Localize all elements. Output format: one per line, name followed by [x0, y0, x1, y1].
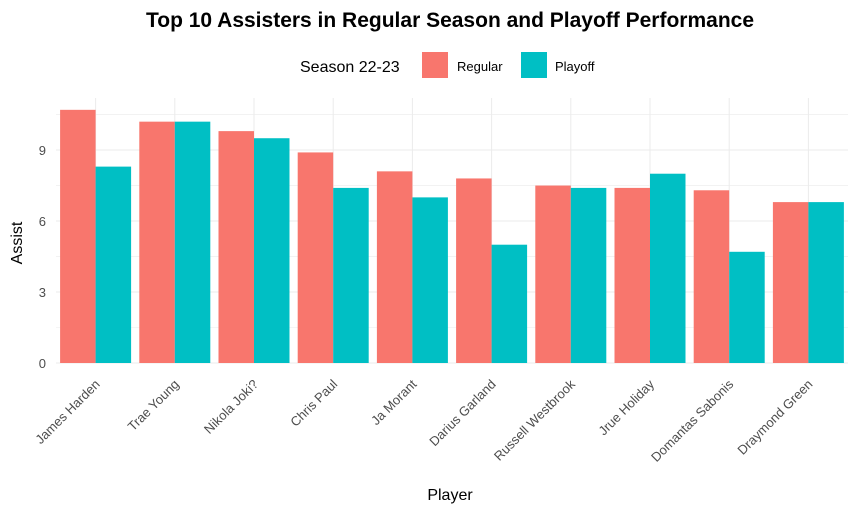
- bar-playoff-7: [570, 187, 607, 363]
- bar-regular-3: [218, 131, 254, 363]
- bar-playoff-6: [491, 244, 528, 363]
- x-tick-label: Jrue Holiday: [595, 376, 657, 438]
- bar-regular-8: [614, 187, 650, 363]
- bar-regular-5: [376, 171, 413, 363]
- x-tick-label: Ja Morant: [368, 376, 420, 428]
- x-tick-label: Trae Young: [125, 377, 182, 434]
- legend-label-regular: Regular: [457, 59, 503, 74]
- bar-playoff-1: [95, 166, 132, 363]
- x-axis-label: Player: [427, 487, 473, 504]
- y-tick-label: 6: [39, 214, 46, 229]
- bar-regular-10: [772, 202, 809, 363]
- chart-title: Top 10 Assisters in Regular Season and P…: [146, 9, 754, 32]
- bar-playoff-9: [729, 251, 765, 363]
- bar-regular-6: [456, 178, 492, 363]
- plot-bars: [60, 109, 844, 364]
- legend-key-playoff: [521, 52, 547, 78]
- y-tick-label: 9: [39, 143, 46, 158]
- x-tick-label: Nikola Joki?: [201, 377, 261, 437]
- legend: Season 22-23 Regular Playoff: [300, 52, 595, 78]
- y-tick-label: 0: [39, 356, 46, 371]
- y-tick-label: 3: [39, 285, 46, 300]
- bar-regular-4: [297, 152, 334, 363]
- bar-playoff-4: [333, 187, 369, 363]
- bar-regular-9: [693, 190, 730, 363]
- bar-playoff-2: [174, 121, 211, 364]
- bar-playoff-3: [254, 138, 290, 363]
- bar-regular-7: [535, 185, 571, 363]
- x-tick-label: Russell Westbrook: [491, 376, 578, 463]
- bar-playoff-10: [808, 202, 844, 363]
- legend-label-playoff: Playoff: [555, 59, 595, 74]
- x-tick-label: Darius Garland: [426, 377, 498, 449]
- x-tick-label: James Harden: [32, 377, 102, 447]
- legend-title: Season 22-23: [300, 59, 400, 76]
- x-tick-label: Domantas Sabonis: [648, 376, 737, 465]
- x-axis: James Harden Trae Young Nikola Joki? Chris …: [32, 376, 815, 465]
- y-axis: 0 3 6 9: [39, 143, 46, 371]
- x-tick-label: Draymond Green: [734, 377, 815, 458]
- bar-regular-1: [60, 109, 96, 364]
- y-axis-label: Assist: [9, 221, 26, 264]
- bar-playoff-8: [650, 173, 686, 363]
- legend-key-regular: [422, 52, 448, 78]
- bar-regular-2: [139, 121, 175, 364]
- x-tick-label: Chris Paul: [287, 376, 340, 429]
- bar-playoff-5: [412, 197, 448, 363]
